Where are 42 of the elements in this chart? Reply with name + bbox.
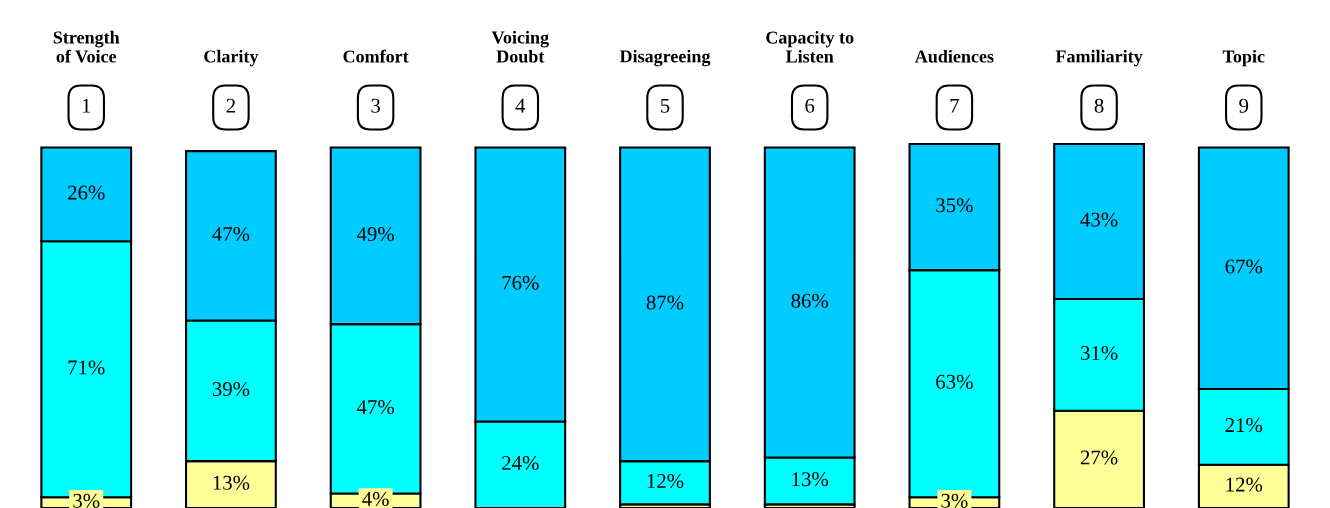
text: 1	[82, 98, 91, 113]
text: 9	[1239, 98, 1249, 113]
x-tick-label: Audiences	[914, 49, 994, 63]
data-label: 63%	[936, 374, 973, 389]
text: 3	[371, 98, 381, 113]
x-tick-label: Voicing Doubt	[491, 30, 549, 63]
x-tick-label: Strength of Voice	[53, 30, 120, 63]
data-label: 12%	[1226, 477, 1263, 492]
data-label: 13%	[213, 475, 250, 490]
data-label: 35%	[936, 198, 973, 213]
x-tick-label: Capacity to Listen	[766, 30, 854, 63]
x-tick-label: Disagreeing	[619, 49, 711, 67]
data-label: 49%	[356, 227, 394, 242]
data-label: 3%	[941, 493, 968, 508]
x-tick-label: Clarity	[204, 49, 259, 67]
x-tick-label: Comfort	[343, 49, 409, 63]
text: 5	[661, 98, 670, 113]
data-label: 87%	[646, 295, 684, 310]
data-label: 26%	[68, 185, 105, 200]
x-tick-label: Topic	[1222, 49, 1265, 67]
text: 4	[515, 98, 526, 113]
text: 6	[805, 98, 815, 113]
data-label: 43%	[1080, 212, 1118, 227]
data-label: 76%	[502, 275, 539, 290]
data-label: 31%	[1080, 345, 1118, 361]
text: 7	[950, 98, 959, 113]
data-label: 3%	[73, 493, 100, 508]
data-label: 86%	[791, 293, 829, 308]
data-label: 67%	[1225, 259, 1263, 274]
data-label: 24%	[502, 455, 539, 471]
data-label: 47%	[356, 400, 394, 415]
data-label: 12%	[647, 473, 684, 489]
data-label: 13%	[792, 472, 829, 487]
data-label: 4%	[362, 491, 389, 507]
data-label: 21%	[1225, 418, 1263, 433]
data-label: 71%	[68, 360, 105, 375]
data-label: 47%	[212, 227, 250, 242]
data-label: 27%	[1080, 450, 1118, 465]
x-tick-label: Familiarity	[1055, 49, 1143, 67]
data-label: 39%	[212, 382, 250, 397]
text: 8	[1094, 98, 1104, 113]
text: 2	[226, 98, 235, 113]
